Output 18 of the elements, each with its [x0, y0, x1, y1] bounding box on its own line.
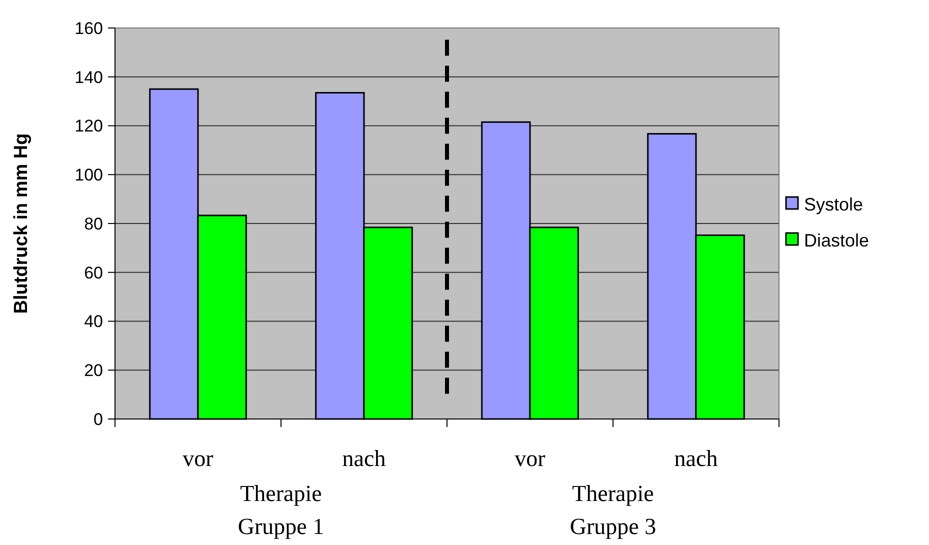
- text: Therapie Gruppe 1: [238, 481, 324, 539]
- x-tick-label: nach: [342, 446, 386, 471]
- x-tick-label: vor: [182, 446, 214, 471]
- y-tick-label: 60: [84, 263, 103, 282]
- x-tick-label: vor: [514, 446, 546, 471]
- x-tick-label: nach: [674, 446, 718, 471]
- text: Therapie Gruppe 3: [570, 481, 656, 539]
- y-tick-label: 140: [74, 68, 103, 87]
- y-tick-label: 160: [74, 18, 103, 38]
- legend-label: Systole: [804, 194, 864, 214]
- y-tick-label: 0: [94, 410, 103, 429]
- y-tick-label: 120: [74, 116, 103, 136]
- y-axis-title: Blutdruck in mm Hg: [11, 133, 32, 314]
- y-tick-label: 80: [84, 214, 103, 234]
- legend-label: Diastole: [804, 230, 870, 250]
- y-tick-label: 40: [84, 312, 103, 332]
- y-tick-label: 100: [74, 166, 103, 185]
- y-tick-label: 20: [84, 361, 103, 380]
